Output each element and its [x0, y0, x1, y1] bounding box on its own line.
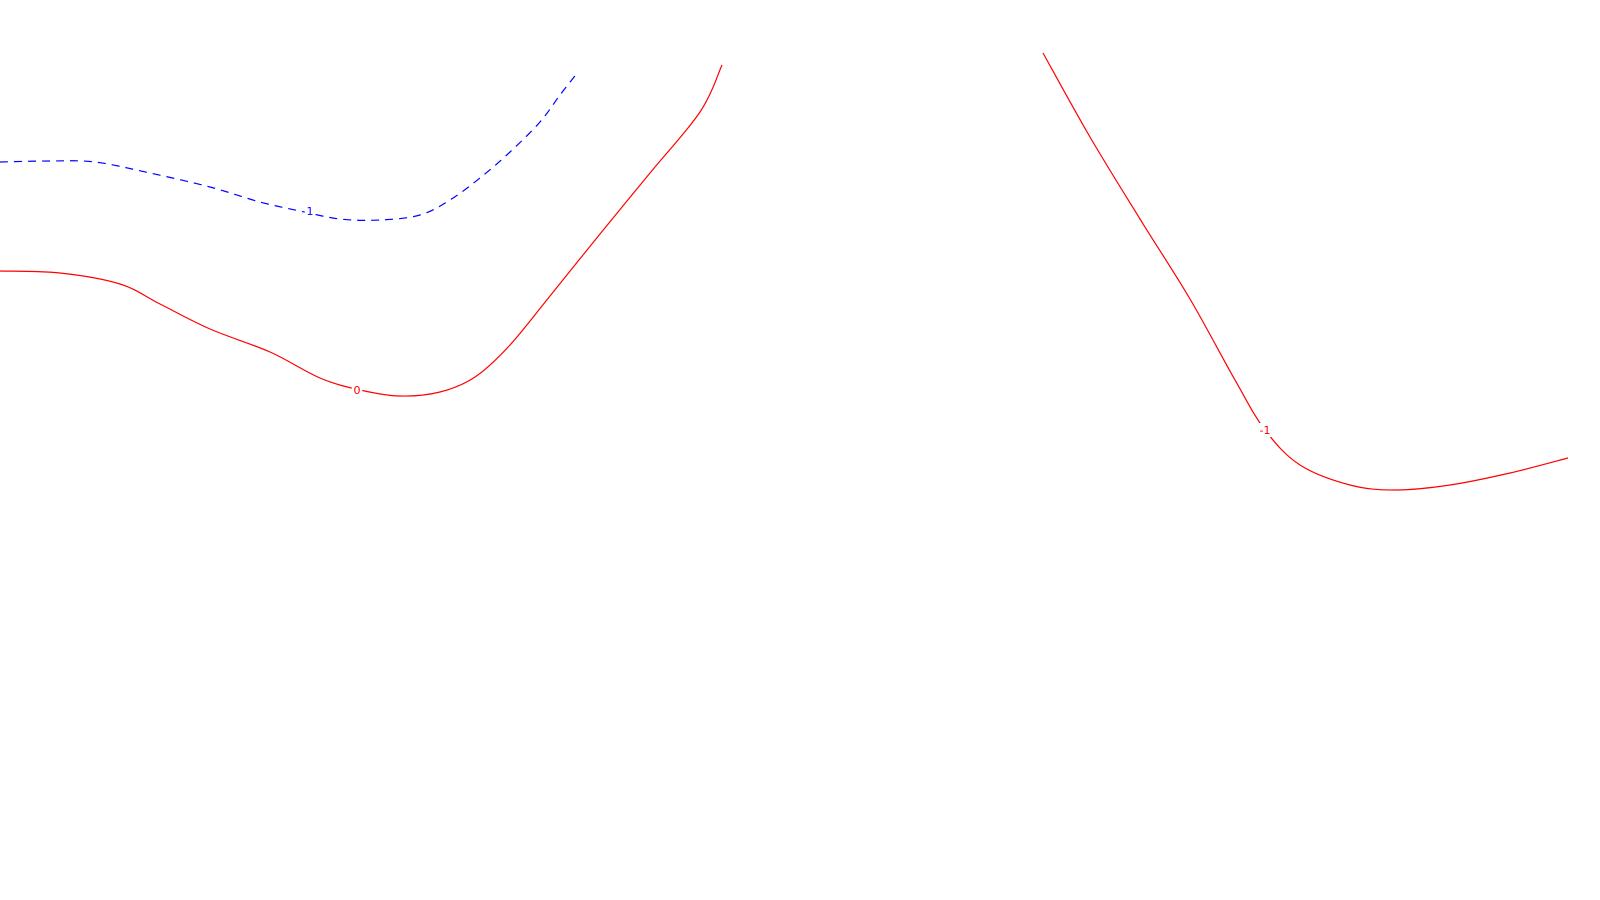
- contour-label-bg-0: [304, 204, 316, 218]
- contour-line-1: [0, 64, 723, 397]
- contour-labels: 1 0 -1: [304, 204, 1274, 437]
- contour-label-0: 1: [307, 205, 314, 218]
- contour-label-bg-2: [1256, 423, 1274, 437]
- contour-label-1: 0: [354, 384, 361, 397]
- contour-lines: [0, 52, 1569, 491]
- contour-label-2: -1: [1260, 424, 1271, 437]
- contour-label-bg-1: [351, 383, 363, 397]
- contour-line-2: [1042, 52, 1569, 491]
- contour-line-0: [0, 71, 579, 221]
